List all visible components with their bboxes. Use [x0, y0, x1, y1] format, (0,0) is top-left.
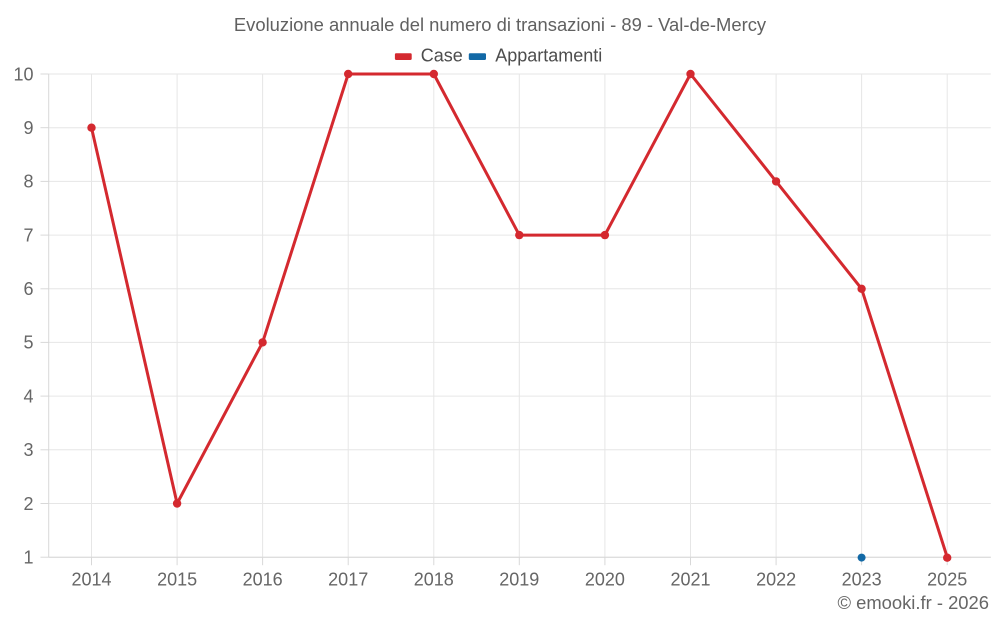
svg-text:2: 2 — [23, 494, 33, 514]
svg-text:2019: 2019 — [499, 569, 539, 589]
svg-text:5: 5 — [23, 333, 33, 353]
svg-text:2021: 2021 — [670, 569, 710, 589]
svg-text:2015: 2015 — [157, 569, 197, 589]
svg-text:2025: 2025 — [927, 569, 967, 589]
svg-text:2022: 2022 — [756, 569, 796, 589]
svg-text:Appartamenti: Appartamenti — [495, 46, 602, 66]
svg-text:2023: 2023 — [842, 569, 882, 589]
svg-text:2017: 2017 — [328, 569, 368, 589]
svg-text:6: 6 — [23, 279, 33, 299]
svg-text:© emooki.fr - 2026: © emooki.fr - 2026 — [837, 592, 989, 613]
svg-text:Evoluzione annuale del numero: Evoluzione annuale del numero di transaz… — [234, 14, 767, 35]
svg-text:2014: 2014 — [71, 569, 111, 589]
svg-text:7: 7 — [23, 225, 33, 245]
svg-text:1: 1 — [23, 548, 33, 568]
svg-text:Case: Case — [421, 46, 463, 66]
svg-text:8: 8 — [23, 172, 33, 192]
svg-text:2016: 2016 — [243, 569, 283, 589]
svg-text:2020: 2020 — [585, 569, 625, 589]
svg-text:2018: 2018 — [414, 569, 454, 589]
svg-text:3: 3 — [23, 440, 33, 460]
svg-text:4: 4 — [23, 386, 33, 406]
svg-text:10: 10 — [13, 64, 33, 84]
svg-text:9: 9 — [23, 118, 33, 138]
